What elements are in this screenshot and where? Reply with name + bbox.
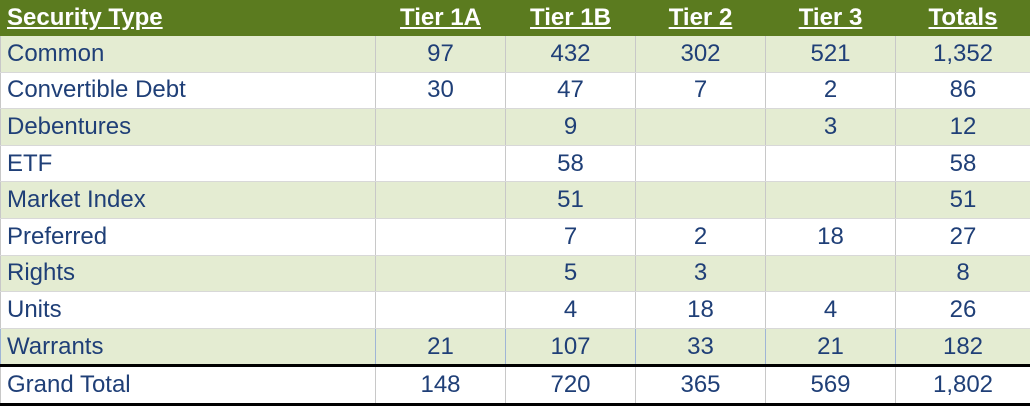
cell: 58 [505,145,636,183]
cell [375,108,506,146]
cell: 97 [375,36,506,73]
cell: 5 [505,255,636,293]
cell: 4 [505,291,636,329]
table-row: Market Index 51 51 [0,181,1030,219]
cell: 18 [635,291,766,329]
cell: 30 [375,72,506,110]
row-label: Convertible Debt [0,72,376,110]
cell: 27 [895,218,1030,256]
total-cell: 365 [635,364,766,406]
table-row: Units 4 18 4 26 [0,291,1030,329]
table-row: Warrants 21 107 33 21 182 [0,328,1030,367]
cell: 86 [895,72,1030,110]
cell: 1,352 [895,36,1030,73]
cell: 18 [765,218,896,256]
cell: 33 [635,328,766,367]
header-cell: Tier 1B [505,0,636,36]
cell [375,181,506,219]
total-cell: 148 [375,364,506,406]
table-row: Common 97 432 302 521 1,352 [0,36,1030,73]
cell: 302 [635,36,766,73]
cell [375,255,506,293]
cell [765,181,896,219]
table-row: Preferred 7 2 18 27 [0,218,1030,256]
header-cell: Tier 3 [765,0,896,36]
row-label: Debentures [0,108,376,146]
cell: 4 [765,291,896,329]
header-cell: Security Type [0,0,376,36]
total-row: Grand Total 148 720 365 569 1,802 [0,364,1030,406]
cell [765,255,896,293]
cell: 432 [505,36,636,73]
cell: 12 [895,108,1030,146]
table-row: Rights 5 3 8 [0,255,1030,293]
table-row: ETF 58 58 [0,145,1030,183]
row-label: Market Index [0,181,376,219]
cell [765,145,896,183]
cell: 26 [895,291,1030,329]
cell: 47 [505,72,636,110]
cell: 182 [895,328,1030,367]
total-cell: 1,802 [895,364,1030,406]
cell: 3 [765,108,896,146]
total-cell: 569 [765,364,896,406]
cell [375,218,506,256]
table-body: Common 97 432 302 521 1,352 Convertible Debt 30… [0,36,1030,406]
row-label: Rights [0,255,376,293]
cell [635,181,766,219]
row-label: Warrants [0,328,376,367]
row-label: Common [0,36,376,73]
row-label: Grand Total [0,364,376,406]
cell: 107 [505,328,636,367]
cell: 2 [765,72,896,110]
table-row: Convertible Debt 30 47 7 2 86 [0,72,1030,110]
row-label: Units [0,291,376,329]
cell [635,145,766,183]
cell [375,145,506,183]
cell: 51 [505,181,636,219]
cell [635,108,766,146]
cell: 7 [505,218,636,256]
cell: 21 [375,328,506,367]
cell: 2 [635,218,766,256]
cell: 58 [895,145,1030,183]
cell: 7 [635,72,766,110]
cell [375,291,506,329]
cell: 21 [765,328,896,367]
table-row: Debentures 9 3 12 [0,108,1030,146]
header-cell: Tier 1A [375,0,506,36]
row-label: ETF [0,145,376,183]
total-cell: 720 [505,364,636,406]
cell: 9 [505,108,636,146]
row-label: Preferred [0,218,376,256]
header-cell: Totals [895,0,1030,36]
header-cell: Tier 2 [635,0,766,36]
cell: 521 [765,36,896,73]
cell: 51 [895,181,1030,219]
cell: 8 [895,255,1030,293]
cell: 3 [635,255,766,293]
